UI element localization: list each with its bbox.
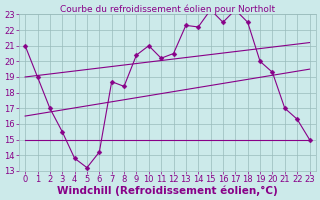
Title: Courbe du refroidissement éolien pour Northolt: Courbe du refroidissement éolien pour No… <box>60 4 275 14</box>
X-axis label: Windchill (Refroidissement éolien,°C): Windchill (Refroidissement éolien,°C) <box>57 185 278 196</box>
